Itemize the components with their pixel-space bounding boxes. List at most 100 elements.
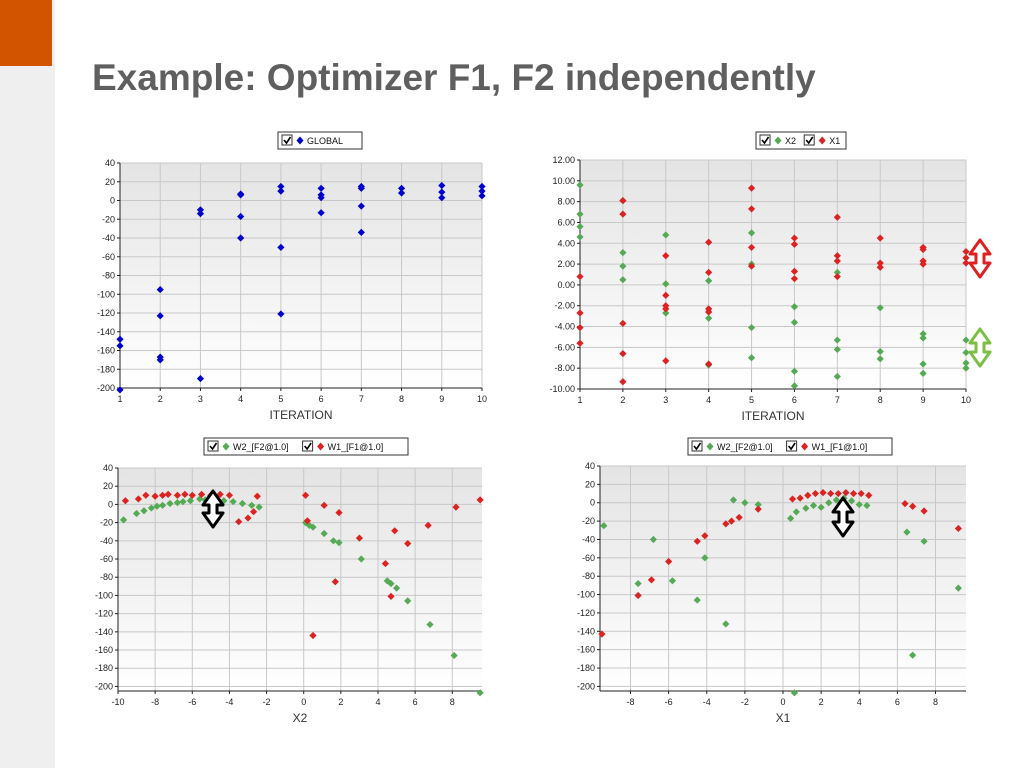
data-point bbox=[331, 578, 339, 586]
data-point bbox=[788, 495, 797, 503]
data-point bbox=[919, 330, 927, 338]
y-tick-label: -40 bbox=[100, 536, 113, 546]
data-point bbox=[705, 314, 713, 322]
data-point bbox=[119, 516, 128, 524]
x-tick-label: 7 bbox=[835, 395, 840, 405]
y-tick-label: -60 bbox=[102, 252, 115, 262]
y-tick-label: 0 bbox=[590, 498, 595, 508]
data-point bbox=[920, 507, 928, 515]
data-point bbox=[576, 339, 584, 347]
data-point bbox=[919, 334, 927, 342]
legend-checkbox[interactable] bbox=[759, 134, 771, 146]
data-point bbox=[848, 497, 856, 505]
data-point bbox=[909, 651, 917, 659]
legend: X2 X1 bbox=[755, 131, 847, 150]
data-point bbox=[329, 537, 338, 545]
data-point bbox=[792, 508, 800, 516]
data-point bbox=[954, 584, 962, 592]
y-tick-label: -160 bbox=[577, 645, 595, 655]
y-tick-label: -40 bbox=[582, 534, 595, 544]
data-point bbox=[876, 259, 884, 267]
data-point bbox=[662, 280, 670, 288]
green-double-arrow-icon bbox=[968, 327, 992, 368]
legend-checkbox[interactable] bbox=[281, 134, 293, 146]
legend-checkbox[interactable] bbox=[302, 440, 314, 452]
x-tick-label: 8 bbox=[933, 697, 938, 707]
data-point bbox=[619, 262, 627, 270]
data-point bbox=[391, 527, 399, 535]
data-point bbox=[747, 229, 756, 237]
legend-checkbox[interactable] bbox=[691, 440, 703, 452]
data-point bbox=[147, 504, 156, 512]
data-point bbox=[790, 367, 799, 375]
legend-marker bbox=[818, 136, 826, 145]
data-point bbox=[158, 491, 167, 499]
data-point bbox=[248, 501, 256, 509]
x-tick-label: 4 bbox=[238, 394, 243, 404]
legend-marker bbox=[774, 136, 782, 145]
x-tick-label: 0 bbox=[301, 697, 306, 707]
x-tick-label: 5 bbox=[278, 394, 283, 404]
data-point bbox=[229, 498, 237, 506]
chart-global-vs-iteration: 40 20 0 -20 -40 -60 -80 -100 -120 -140 -160 -180 -20… bbox=[97, 131, 487, 422]
y-tick-label: -20 bbox=[582, 516, 595, 526]
legend-checkbox[interactable] bbox=[207, 440, 219, 452]
data-point bbox=[842, 489, 850, 497]
data-point bbox=[237, 212, 245, 221]
data-point bbox=[576, 323, 584, 332]
legend-checkbox[interactable] bbox=[786, 440, 798, 452]
y-tick-label: -100 bbox=[577, 590, 595, 600]
y-tick-label: -60 bbox=[100, 554, 113, 564]
data-point bbox=[790, 303, 799, 311]
data-point bbox=[235, 518, 243, 526]
x-tick-label: 10 bbox=[961, 395, 971, 405]
legend-box bbox=[755, 131, 847, 150]
data-point bbox=[787, 514, 795, 522]
data-point bbox=[303, 517, 312, 525]
data-point bbox=[179, 498, 187, 506]
y-tick-label: -60 bbox=[582, 553, 595, 563]
plot-area bbox=[580, 160, 966, 389]
data-point bbox=[833, 345, 841, 354]
data-point bbox=[705, 268, 713, 277]
data-point bbox=[903, 528, 911, 536]
data-point bbox=[962, 259, 970, 267]
data-point bbox=[277, 187, 285, 195]
y-tick-label: 20 bbox=[105, 177, 115, 187]
data-point bbox=[747, 323, 756, 332]
data-point bbox=[817, 503, 825, 511]
data-point bbox=[962, 364, 970, 372]
data-point bbox=[121, 497, 130, 505]
data-point bbox=[919, 369, 927, 377]
data-point bbox=[833, 268, 841, 277]
y-tick-label: 20 bbox=[103, 481, 113, 491]
y-tick-label: -200 bbox=[97, 383, 115, 393]
data-point bbox=[857, 489, 865, 498]
data-point bbox=[876, 234, 884, 242]
data-point bbox=[156, 285, 164, 294]
y-tick-label: -6.00 bbox=[554, 342, 575, 352]
data-point bbox=[662, 231, 670, 239]
y-tick-label: -180 bbox=[97, 364, 115, 374]
data-point bbox=[727, 517, 736, 525]
y-tick-label: -8.00 bbox=[554, 363, 575, 373]
legend-checkbox[interactable] bbox=[803, 134, 815, 146]
data-point bbox=[833, 213, 841, 221]
data-point bbox=[576, 309, 584, 317]
data-point bbox=[876, 304, 884, 312]
data-point bbox=[355, 534, 364, 542]
data-point bbox=[357, 184, 365, 192]
y-tick-label: -160 bbox=[95, 645, 113, 655]
red-double-arrow-icon bbox=[968, 238, 992, 279]
data-point bbox=[132, 509, 141, 518]
x-tick-label: -4 bbox=[225, 697, 233, 707]
slide-accent-block bbox=[0, 0, 52, 66]
x-tick-label: 4 bbox=[706, 395, 711, 405]
data-point bbox=[196, 206, 205, 214]
data-point bbox=[619, 196, 627, 205]
y-tick-label: 20 bbox=[585, 479, 595, 489]
data-point bbox=[665, 557, 673, 566]
data-point bbox=[397, 184, 406, 192]
data-point bbox=[357, 555, 365, 563]
data-point bbox=[317, 209, 325, 217]
